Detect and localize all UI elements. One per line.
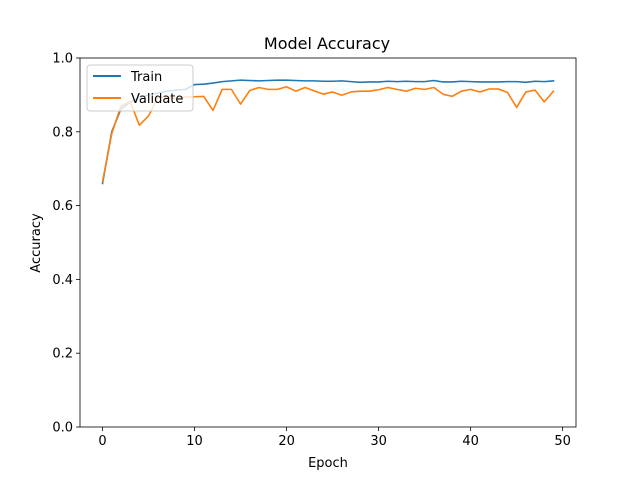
x-tick-label: 50: [554, 434, 571, 449]
x-tick-label: 20: [278, 434, 295, 449]
y-axis-ticks: 0.0 0.2 0.4 0.6 0.8 1.0: [52, 52, 80, 436]
y-tick-label: 0.8: [52, 125, 73, 140]
y-tick-label: 0.6: [52, 199, 73, 214]
y-tick-label: 1.0: [52, 52, 73, 67]
y-axis-label: Accuracy: [29, 213, 44, 273]
x-tick-label: 0: [98, 434, 106, 449]
x-tick-label: 40: [462, 434, 479, 449]
chart-title: Model Accuracy: [264, 34, 390, 53]
y-tick-label: 0.4: [52, 273, 73, 288]
legend-label-validate: Validate: [131, 92, 183, 107]
legend-label-train: Train: [130, 70, 162, 85]
legend: Train Validate: [86, 64, 194, 112]
plot-frame: [79, 57, 577, 428]
x-tick-label: 10: [186, 434, 203, 449]
y-tick-label: 0.0: [52, 421, 73, 436]
x-axis-label: Epoch: [308, 456, 348, 471]
x-tick-label: 30: [370, 434, 387, 449]
x-axis-ticks: 0 10 20 30 40 50: [98, 427, 571, 449]
y-tick-label: 0.2: [52, 347, 73, 362]
